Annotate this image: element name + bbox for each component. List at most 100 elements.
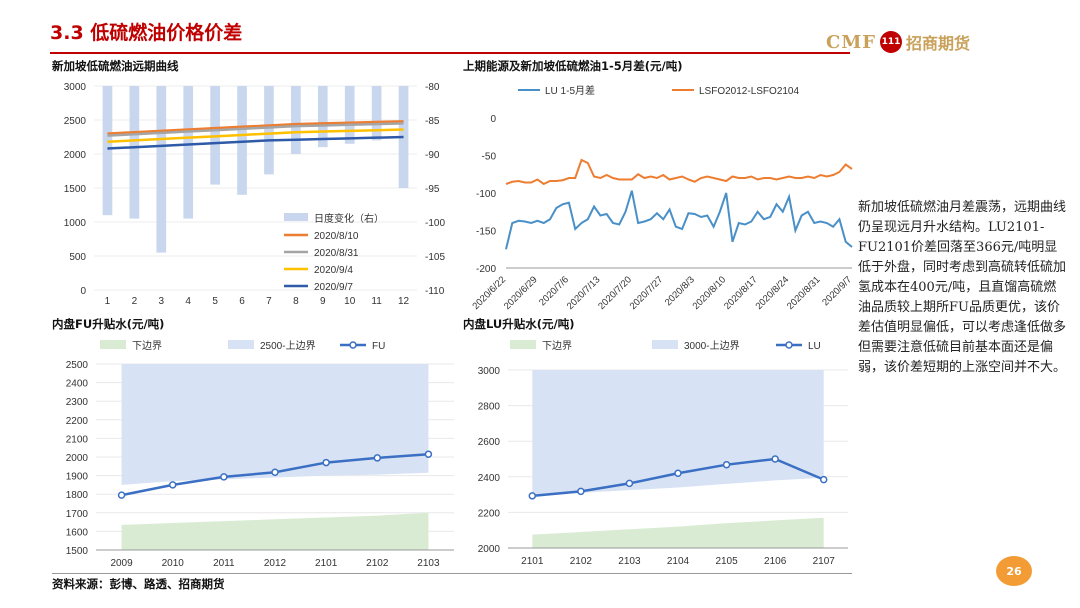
logo-name: 招商期货 xyxy=(906,34,971,53)
y-tick: 3000 xyxy=(478,366,501,377)
y-right-tick: -105 xyxy=(425,252,445,263)
data-point xyxy=(625,479,634,488)
x-tick: 12 xyxy=(398,296,410,307)
data-point xyxy=(674,469,682,477)
x-tick: 2020/6/29 xyxy=(502,274,540,312)
series-line-2020/8/31 xyxy=(107,122,404,137)
x-tick: 3 xyxy=(159,296,165,307)
data-point xyxy=(117,491,126,499)
lower-band-area xyxy=(532,517,824,548)
y-left-tick: 2000 xyxy=(64,150,87,161)
legend-label: 2020/8/10 xyxy=(314,231,359,242)
legend-label: 日度变化（右） xyxy=(314,212,384,225)
series-line-LSFO2012-LSFO2104 xyxy=(505,158,853,186)
page-number: 26 xyxy=(996,556,1032,586)
y-tick: 2400 xyxy=(66,379,89,390)
x-tick: 2020/8/17 xyxy=(722,274,760,312)
data-point xyxy=(271,468,279,477)
x-tick: 9 xyxy=(320,296,326,307)
bar-daily-change xyxy=(129,86,140,219)
x-tick: 2010 xyxy=(162,558,185,569)
x-tick: 2011 xyxy=(213,558,235,569)
x-tick: 2101 xyxy=(315,558,338,569)
legend-marker xyxy=(785,341,793,349)
x-tick: 2103 xyxy=(618,556,641,567)
company-logo: CMF 111 招商期货 xyxy=(826,30,970,54)
x-tick: 2101 xyxy=(521,556,544,567)
series-line-2020/9/4 xyxy=(107,128,404,144)
x-tick: 2009 xyxy=(110,558,133,569)
y-tick: 2200 xyxy=(66,416,89,427)
x-tick: 5 xyxy=(212,296,218,307)
legend-label: LU xyxy=(808,341,821,352)
x-tick: 2105 xyxy=(715,556,738,567)
legend-label: 下边界 xyxy=(132,340,162,352)
y-left-tick: 3000 xyxy=(64,82,87,93)
data-point xyxy=(577,487,585,496)
legend-label: 3000-上边界 xyxy=(684,340,740,352)
x-tick: 2103 xyxy=(417,558,440,569)
bar-daily-change xyxy=(183,86,194,219)
y-right-tick: -100 xyxy=(425,218,445,229)
legend-label: 2020/8/31 xyxy=(314,248,359,259)
data-point xyxy=(322,458,330,467)
legend-label: LU 1-5月差 xyxy=(545,84,595,97)
title-divider xyxy=(50,52,850,54)
x-tick: 2012 xyxy=(264,558,287,569)
legend-swatch xyxy=(100,340,126,349)
y-tick: 2300 xyxy=(66,397,89,408)
legend-label: 2500-上边界 xyxy=(260,340,316,352)
legend-swatch xyxy=(510,340,536,349)
source-note: 资料来源：彭博、路透、招商期货 xyxy=(52,577,225,591)
y-tick: 2400 xyxy=(478,473,501,484)
chart1-title: 新加坡低硫燃油远期曲线 xyxy=(52,59,179,73)
x-tick: 2102 xyxy=(366,558,389,569)
source-divider xyxy=(52,573,852,574)
x-tick: 2020/6/22 xyxy=(470,274,508,312)
y-tick: 2000 xyxy=(478,544,501,555)
x-tick: 2106 xyxy=(764,556,787,567)
chart3-svg: 2500 2400 2300 2200 2100 2000 1900 1800 1700 1600… xyxy=(66,340,454,569)
legend-swatch xyxy=(652,340,678,349)
chart4-title: 内盘LU升贴水(元/吨) xyxy=(463,317,575,331)
logo-seal-icon: 111 xyxy=(880,31,903,53)
chart1-svg: 3000 2500 2000 1500 1000 500 0 -80 -85 -90 -95 -100… xyxy=(64,82,446,307)
x-tick: 7 xyxy=(266,296,272,307)
data-point xyxy=(771,455,779,463)
y-left-tick: 0 xyxy=(80,286,86,297)
bar-daily-change xyxy=(102,86,113,216)
x-tick: 8 xyxy=(293,296,299,307)
legend-marker xyxy=(349,341,357,349)
legend-swatch xyxy=(284,213,308,221)
chart4-svg: 3000 2800 2600 2400 2200 2000 2101 2102 2103 2104… xyxy=(478,340,848,567)
y-tick: -150 xyxy=(476,227,496,238)
y-left-tick: 1000 xyxy=(64,218,87,229)
x-tick: 2020/8/31 xyxy=(785,274,823,312)
bar-daily-change xyxy=(156,86,167,253)
x-tick: 2 xyxy=(132,296,138,307)
bar-daily-change xyxy=(237,86,247,195)
y-tick: 2500 xyxy=(66,360,89,371)
y-tick: 2200 xyxy=(478,508,501,519)
y-right-tick: -80 xyxy=(425,82,440,93)
upper-band-area xyxy=(532,370,824,496)
y-left-tick: 1500 xyxy=(64,184,87,195)
x-tick: 2107 xyxy=(813,556,836,567)
legend-label: FU xyxy=(372,341,385,352)
data-point xyxy=(373,454,382,462)
bar-daily-change xyxy=(371,86,382,141)
y-tick: 1600 xyxy=(66,527,89,538)
logo-cmf: CMF xyxy=(826,31,877,53)
y-tick: 1700 xyxy=(66,509,89,520)
y-tick: 1500 xyxy=(66,546,89,557)
y-tick: -200 xyxy=(476,264,496,275)
data-point xyxy=(819,475,828,484)
y-right-tick: -90 xyxy=(425,150,440,161)
y-tick: 2100 xyxy=(66,434,89,445)
x-tick: 6 xyxy=(239,296,245,307)
legend-label: 2020/9/7 xyxy=(314,282,353,293)
y-tick: 2800 xyxy=(478,402,501,413)
x-tick: 1 xyxy=(105,296,111,307)
bar-daily-change xyxy=(344,86,355,144)
bar-daily-change xyxy=(317,86,328,148)
